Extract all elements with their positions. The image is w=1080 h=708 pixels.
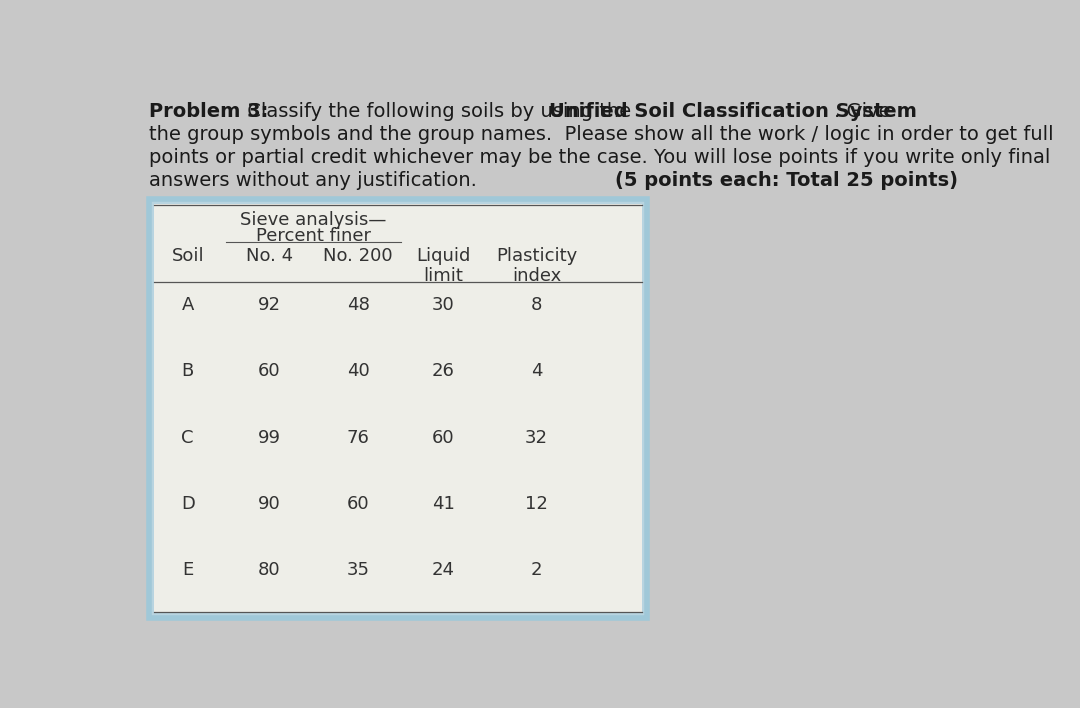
Text: A: A bbox=[181, 296, 194, 314]
Text: (5 points each: Total 25 points): (5 points each: Total 25 points) bbox=[615, 171, 958, 190]
Text: 92: 92 bbox=[257, 296, 281, 314]
Text: answers without any justification.: answers without any justification. bbox=[149, 171, 477, 190]
Text: 60: 60 bbox=[258, 362, 281, 380]
Text: B: B bbox=[181, 362, 193, 380]
Text: 30: 30 bbox=[432, 296, 455, 314]
Text: 60: 60 bbox=[432, 429, 455, 447]
Text: 99: 99 bbox=[257, 429, 281, 447]
Text: E: E bbox=[183, 561, 193, 579]
Text: 80: 80 bbox=[258, 561, 281, 579]
Text: 8: 8 bbox=[530, 296, 542, 314]
Text: 24: 24 bbox=[432, 561, 455, 579]
Text: Problem 3:: Problem 3: bbox=[149, 102, 268, 121]
Text: 32: 32 bbox=[525, 429, 548, 447]
Text: 41: 41 bbox=[432, 495, 455, 513]
Text: 76: 76 bbox=[347, 429, 369, 447]
Text: 2: 2 bbox=[530, 561, 542, 579]
Text: 90: 90 bbox=[258, 495, 281, 513]
Text: 48: 48 bbox=[347, 296, 369, 314]
Text: Sieve analysis—: Sieve analysis— bbox=[241, 211, 387, 229]
Text: the group symbols and the group names.  Please show all the work / logic in orde: the group symbols and the group names. P… bbox=[149, 125, 1054, 144]
Text: 35: 35 bbox=[347, 561, 369, 579]
Bar bbox=[153, 203, 642, 613]
Bar bbox=[149, 199, 647, 618]
Text: 4: 4 bbox=[530, 362, 542, 380]
Text: points or partial credit whichever may be the case. You will lose points if you : points or partial credit whichever may b… bbox=[149, 148, 1051, 167]
Text: 40: 40 bbox=[347, 362, 369, 380]
Text: Plasticity
index: Plasticity index bbox=[496, 246, 577, 285]
Text: No. 200: No. 200 bbox=[323, 246, 393, 265]
Text: Classify the following soils by using the: Classify the following soils by using th… bbox=[242, 102, 638, 121]
Text: 60: 60 bbox=[347, 495, 369, 513]
Text: C: C bbox=[181, 429, 194, 447]
Text: Soil: Soil bbox=[172, 246, 204, 265]
Text: 26: 26 bbox=[432, 362, 455, 380]
Text: 12: 12 bbox=[525, 495, 548, 513]
Text: D: D bbox=[180, 495, 194, 513]
Text: No. 4: No. 4 bbox=[245, 246, 293, 265]
Text: . Give: . Give bbox=[834, 102, 890, 121]
Text: Unified Soil Classification System: Unified Soil Classification System bbox=[549, 102, 917, 121]
Text: Liquid
limit: Liquid limit bbox=[416, 246, 471, 285]
Text: Percent finer: Percent finer bbox=[256, 227, 372, 245]
